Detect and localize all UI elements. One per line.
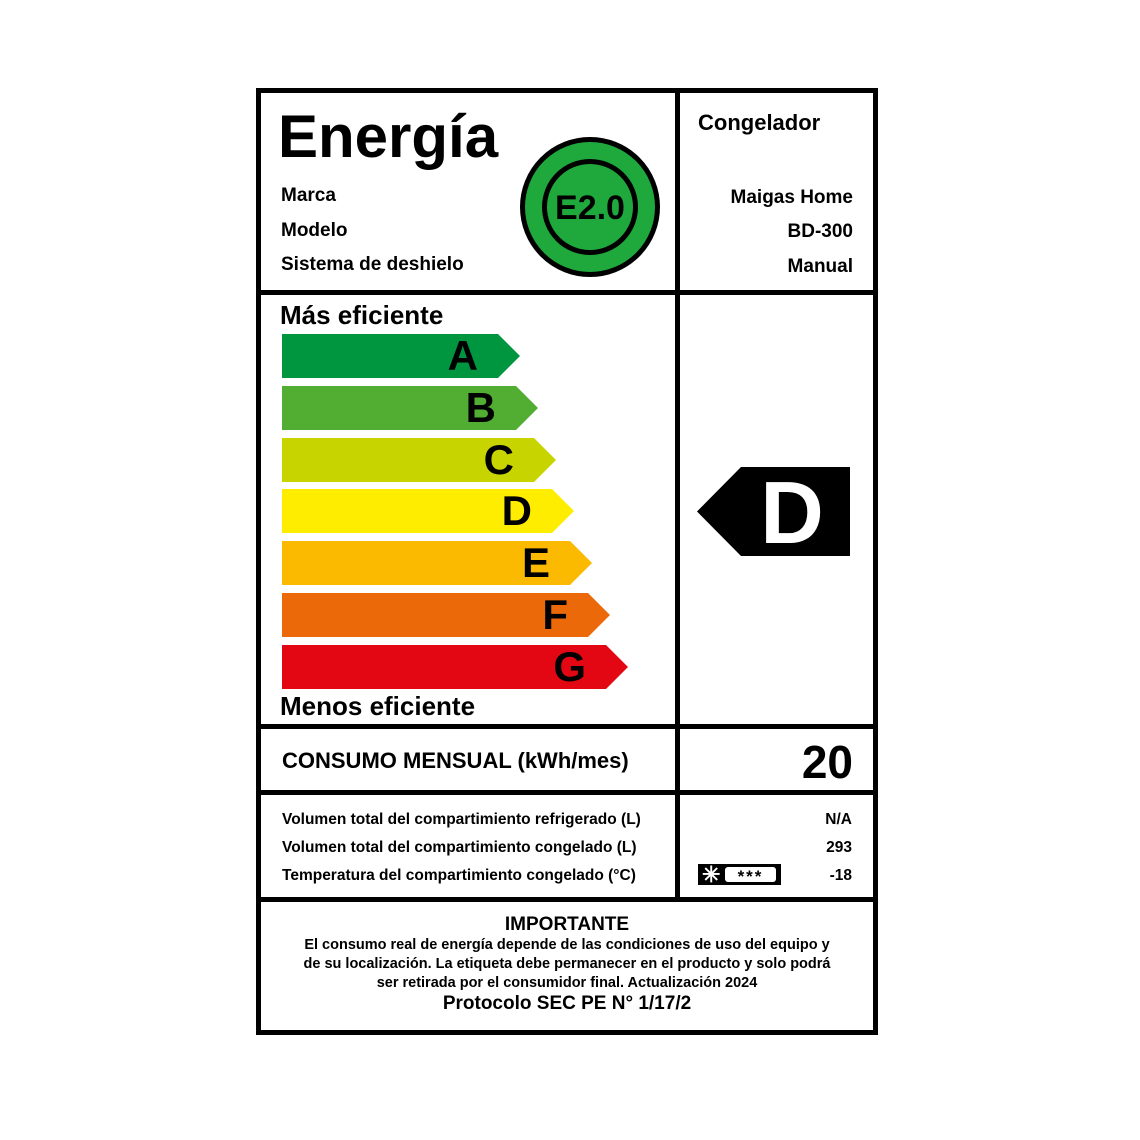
divider — [256, 290, 878, 295]
field-value-model: BD-300 — [787, 221, 853, 242]
energy-class-letter: F — [542, 591, 568, 638]
energy-class-letter: A — [447, 332, 478, 379]
energy-class-letter: D — [501, 487, 532, 535]
energy-class-letter: B — [465, 383, 496, 431]
energy-class-arrow-a: A — [282, 332, 520, 379]
energy-class-arrow-d: D — [282, 487, 574, 535]
footer-line: El consumo real de energía depende de la… — [304, 937, 830, 953]
field-value-brand: Maigas Home — [730, 187, 853, 208]
footer-title: IMPORTANTE — [504, 914, 630, 935]
field-label-model: Modelo — [281, 220, 348, 241]
field-label-defrost: Sistema de deshielo — [281, 254, 464, 275]
field-value-defrost: Manual — [787, 256, 853, 277]
efficiency-badge: E2.0 — [520, 137, 660, 277]
rating-letter: D — [760, 467, 824, 556]
energy-class-letter: G — [553, 642, 586, 690]
rating-arrow: D — [697, 467, 850, 556]
spec-value-temperature: -18 — [829, 867, 852, 884]
footer: IMPORTANTE El consumo real de energía de… — [261, 914, 873, 1015]
energy-class-letter: C — [483, 435, 514, 483]
spec-value-refrigerated: N/A — [825, 811, 852, 828]
scale-top-label: Más eficiente — [280, 300, 444, 330]
snowflake-icon: ✳ — [702, 862, 721, 887]
divider — [256, 790, 878, 795]
spec-label-frozen: Volumen total del compartimiento congela… — [282, 839, 637, 856]
freezer-star-rating: ✳ *** — [698, 862, 781, 887]
consumption-label: CONSUMO MENSUAL (kWh/mes) — [282, 748, 629, 773]
energy-class-arrow-g: G — [282, 642, 628, 690]
energy-class-arrow-f: F — [282, 591, 610, 638]
divider-vertical — [675, 88, 680, 900]
spec-label-refrigerated: Volumen total del compartimiento refrige… — [282, 811, 641, 828]
energy-class-arrow-c: C — [282, 435, 556, 483]
energy-class-arrow-b: B — [282, 383, 538, 431]
spec-label-temperature: Temperatura del compartimiento congelado… — [282, 867, 636, 884]
consumption-value: 20 — [801, 736, 853, 788]
appliance-category: Congelador — [698, 110, 821, 135]
divider — [256, 897, 878, 902]
freezer-stars: *** — [725, 867, 776, 886]
spec-value-frozen: 293 — [826, 839, 852, 856]
energy-class-arrow-e: E — [282, 539, 592, 587]
label-title: Energía — [278, 103, 499, 170]
scale-bottom-label: Menos eficiente — [280, 691, 476, 721]
field-label-brand: Marca — [281, 185, 336, 206]
divider — [256, 724, 878, 729]
footer-line: ser retirada por el consumidor final. Ac… — [376, 975, 758, 991]
footer-line: de su localización. La etiqueta debe per… — [303, 956, 831, 972]
energy-label-frame — [256, 88, 878, 1035]
energy-class-letter: E — [521, 539, 550, 587]
footer-protocol: Protocolo SEC PE N° 1/17/2 — [442, 993, 692, 1014]
badge-text: E2.0 — [555, 189, 625, 227]
